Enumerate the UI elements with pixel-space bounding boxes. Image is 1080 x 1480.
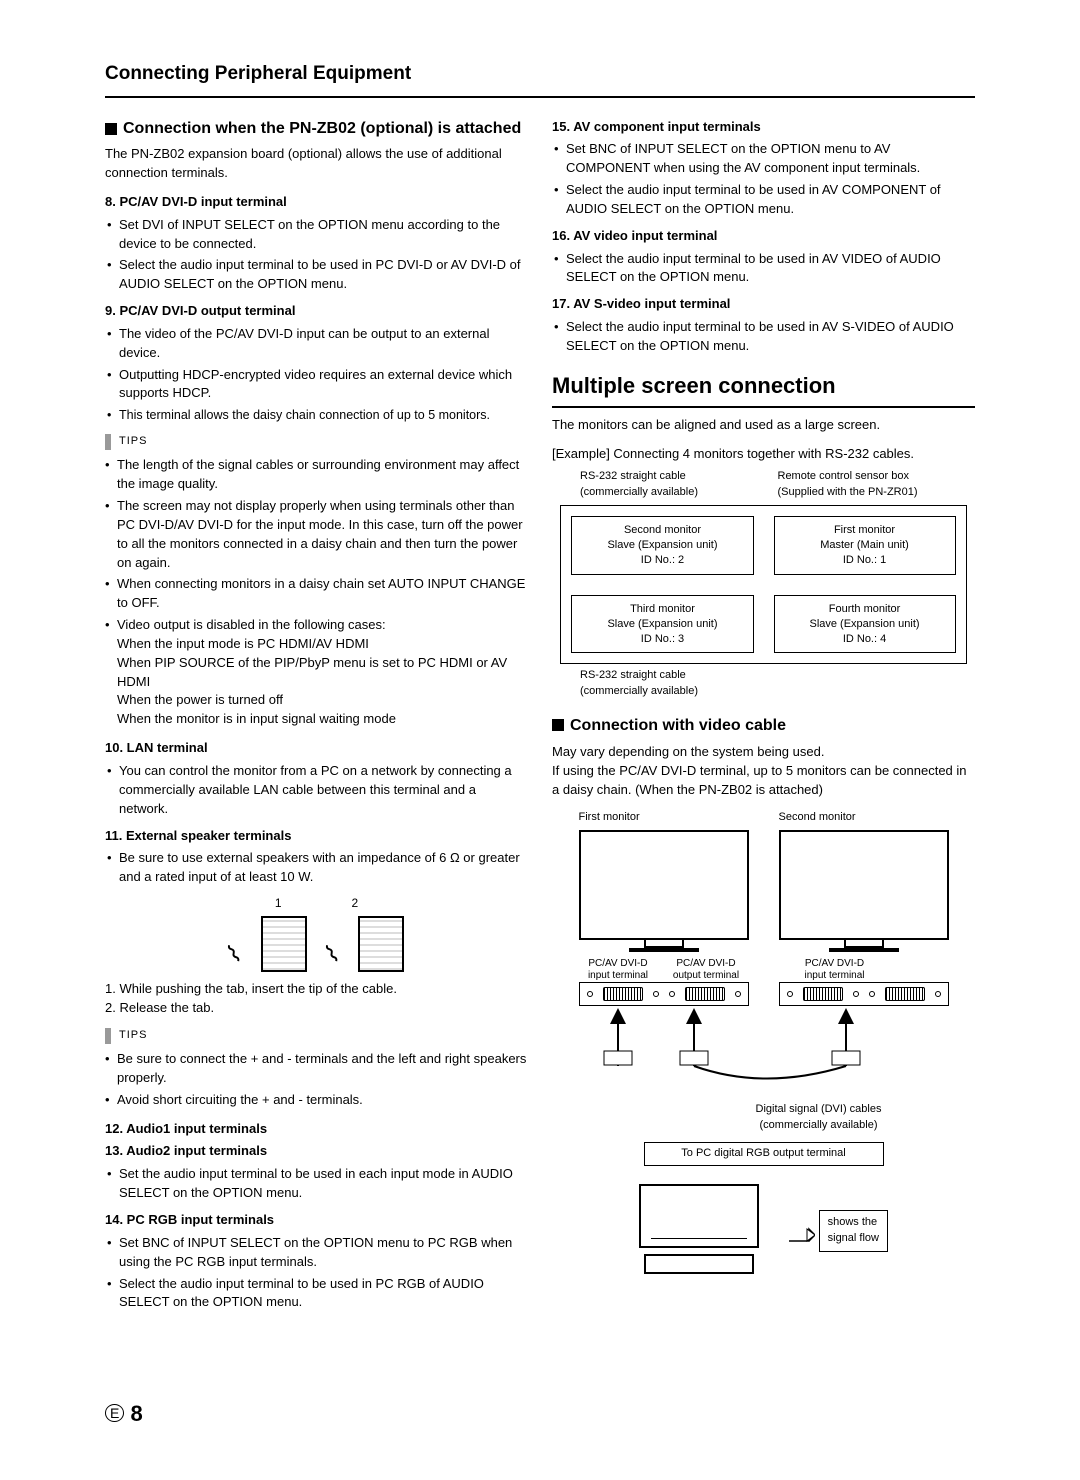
port-out-label: PC/AV DVI-D output terminal bbox=[673, 958, 739, 982]
dvi-port-icon bbox=[803, 987, 843, 1001]
section1-intro: The PN-ZB02 expansion board (optional) a… bbox=[105, 145, 528, 183]
keyboard-icon bbox=[644, 1254, 754, 1274]
flow-arrow-icon bbox=[789, 1227, 815, 1249]
tips1-4-lead: Video output is disabled in the followin… bbox=[117, 617, 386, 632]
dvi-port-icon bbox=[603, 987, 643, 1001]
sub-p1: May vary depending on the system being u… bbox=[552, 743, 975, 762]
item9-b3: This terminal allows the daisy chain con… bbox=[119, 406, 528, 424]
sub-title-video: Connection with video cable bbox=[552, 714, 975, 737]
tips1-4a: When the input mode is PC HDMI/AV HDMI bbox=[117, 635, 528, 654]
rs232-bottom: RS-232 straight cable (commercially avai… bbox=[580, 668, 975, 700]
monitor-icon bbox=[579, 830, 749, 940]
wire-icon: ⌇ bbox=[221, 937, 249, 973]
item13-b1: Set the audio input terminal to be used … bbox=[119, 1165, 528, 1203]
item14-title: 14. PC RGB input terminals bbox=[105, 1211, 528, 1230]
mon2-label: Second monitor bbox=[779, 810, 949, 826]
rs232-c1: Second monitor Slave (Expansion unit) ID… bbox=[571, 516, 753, 575]
tips1-4: Video output is disabled in the followin… bbox=[117, 616, 528, 729]
sub-title-video-text: Connection with video cable bbox=[570, 714, 786, 737]
item14-b2: Select the audio input terminal to be us… bbox=[119, 1275, 528, 1313]
port-in-label: PC/AV DVI-D input terminal bbox=[588, 958, 648, 982]
rs232-c4: Fourth monitor Slave (Expansion unit) ID… bbox=[774, 595, 956, 654]
tips1-3: When connecting monitors in a daisy chai… bbox=[117, 575, 528, 613]
item10-title: 10. LAN terminal bbox=[105, 739, 528, 758]
item8-b2: Select the audio input terminal to be us… bbox=[119, 256, 528, 294]
sig-cable-label: Digital signal (DVI) cables (commerciall… bbox=[662, 1102, 975, 1134]
pc-icon bbox=[639, 1184, 759, 1248]
h2-multiple: Multiple screen connection bbox=[552, 370, 975, 408]
left-column: Connection when the PN-ZB02 (optional) i… bbox=[105, 118, 528, 1316]
square-bullet-icon bbox=[552, 719, 564, 731]
item13-title: 13. Audio2 input terminals bbox=[105, 1142, 528, 1161]
tips2-1: Be sure to connect the + and - terminals… bbox=[117, 1050, 528, 1088]
intro2: The monitors can be aligned and used as … bbox=[552, 416, 975, 435]
tips1-2: The screen may not display properly when… bbox=[117, 497, 528, 572]
item11-step2: 2. Release the tab. bbox=[105, 999, 528, 1018]
item8-b1: Set DVI of INPUT SELECT on the OPTION me… bbox=[119, 216, 528, 254]
item15-title: 15. AV component input terminals bbox=[552, 118, 975, 137]
tips1-4b: When PIP SOURCE of the PIP/PbyP menu is … bbox=[117, 654, 528, 692]
tips2-2: Avoid short circuiting the + and - termi… bbox=[117, 1091, 528, 1110]
item17-b1: Select the audio input terminal to be us… bbox=[566, 318, 975, 356]
page-num-value: 8 bbox=[130, 1401, 142, 1426]
page-number: E 8 bbox=[105, 1398, 143, 1430]
rs232-diagram: RS-232 straight cable (commercially avai… bbox=[552, 469, 975, 700]
page-e: E bbox=[105, 1404, 124, 1422]
page-title: Connecting Peripheral Equipment bbox=[105, 60, 975, 98]
item16-b1: Select the audio input terminal to be us… bbox=[566, 250, 975, 288]
item11-step1: 1. While pushing the tab, insert the tip… bbox=[105, 980, 528, 999]
rs232-c2: First monitor Master (Main unit) ID No.:… bbox=[774, 516, 956, 575]
item17-title: 17. AV S-video input terminal bbox=[552, 295, 975, 314]
section-title-1: Connection when the PN-ZB02 (optional) i… bbox=[105, 118, 528, 140]
speaker-diagram: 12 ⌇ ⌇ bbox=[105, 895, 528, 972]
dvi-port-icon bbox=[685, 987, 725, 1001]
wire-icon: ⌇ bbox=[319, 937, 347, 973]
speaker-unit-icon bbox=[358, 916, 404, 972]
to-pc-label: To PC digital RGB output terminal bbox=[644, 1142, 884, 1166]
item15-b2: Select the audio input terminal to be us… bbox=[566, 181, 975, 219]
section-title-1-text: Connection when the PN-ZB02 (optional) i… bbox=[123, 118, 521, 140]
rs232-tl: RS-232 straight cable (commercially avai… bbox=[580, 469, 778, 501]
cable-arrows-icon bbox=[564, 1006, 964, 1096]
item9-title: 9. PC/AV DVI-D output terminal bbox=[105, 302, 528, 321]
flow-label: shows the signal flow bbox=[819, 1210, 888, 1252]
item14-b1: Set BNC of INPUT SELECT on the OPTION me… bbox=[119, 1234, 528, 1272]
tips1-label: TIPS bbox=[105, 434, 528, 450]
rs232-tr: Remote control sensor box (Supplied with… bbox=[778, 469, 976, 501]
rs232-c3: Third monitor Slave (Expansion unit) ID … bbox=[571, 595, 753, 654]
monitor-icon bbox=[779, 830, 949, 940]
tips1-1: The length of the signal cables or surro… bbox=[117, 456, 528, 494]
item10-b1: You can control the monitor from a PC on… bbox=[119, 762, 528, 819]
item11-b1: Be sure to use external speakers with an… bbox=[119, 849, 528, 887]
speaker-unit-icon bbox=[261, 916, 307, 972]
port-in-label: PC/AV DVI-D input terminal bbox=[804, 958, 864, 982]
item9-b1: The video of the PC/AV DVI-D input can b… bbox=[119, 325, 528, 363]
item8-title: 8. PC/AV DVI-D input terminal bbox=[105, 193, 528, 212]
dvi-port-icon bbox=[885, 987, 925, 1001]
tips1-4c: When the power is turned off bbox=[117, 691, 528, 710]
video-diagram: First monitor PC/AV DVI-D input terminal… bbox=[552, 810, 975, 1274]
sub-p2: If using the PC/AV DVI-D terminal, up to… bbox=[552, 762, 975, 800]
item9-b2: Outputting HDCP-encrypted video requires… bbox=[119, 366, 528, 404]
item12-title: 12. Audio1 input terminals bbox=[105, 1120, 528, 1139]
mon1-label: First monitor bbox=[579, 810, 749, 826]
item11-title: 11. External speaker terminals bbox=[105, 827, 528, 846]
square-bullet-icon bbox=[105, 123, 117, 135]
tips2-label: TIPS bbox=[105, 1028, 528, 1044]
example-text: [Example] Connecting 4 monitors together… bbox=[552, 445, 975, 464]
item16-title: 16. AV video input terminal bbox=[552, 227, 975, 246]
tips1-4d: When the monitor is in input signal wait… bbox=[117, 710, 528, 729]
right-column: 15. AV component input terminals Set BNC… bbox=[552, 118, 975, 1316]
item15-b1: Set BNC of INPUT SELECT on the OPTION me… bbox=[566, 140, 975, 178]
